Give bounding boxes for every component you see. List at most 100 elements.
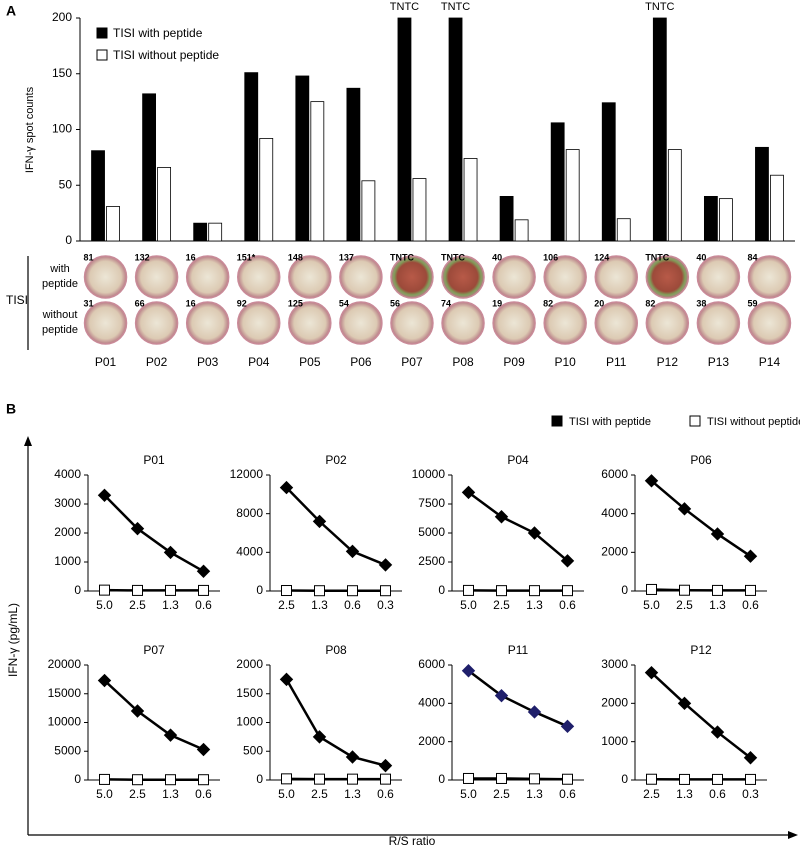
well-image [594, 255, 638, 299]
marker [347, 773, 358, 785]
y-tick-label: 1000 [236, 715, 263, 729]
x-tick-label: 1.3 [162, 598, 179, 612]
well-image [543, 301, 587, 345]
x-tick-label: 0.3 [377, 598, 394, 612]
marker [562, 585, 573, 597]
row-label: with [49, 263, 70, 275]
x-tick-label: P09 [503, 355, 525, 369]
marker [562, 773, 573, 785]
y-tick-label: 0 [74, 772, 81, 786]
bar [601, 102, 616, 242]
bar [397, 17, 412, 242]
well-count: 40 [492, 252, 502, 262]
legend-swatch [689, 415, 701, 427]
marker [710, 725, 725, 739]
marker [165, 584, 176, 596]
row-label: peptide [42, 278, 78, 290]
x-tick-label: P02 [146, 355, 168, 369]
well-image [288, 301, 332, 345]
x-tick-label: 2.5 [493, 598, 510, 612]
well-image [441, 301, 485, 345]
well-image [83, 255, 128, 299]
x-tick-label: 1.3 [344, 787, 361, 801]
y-tick-label: 20000 [48, 657, 82, 671]
marker [314, 773, 325, 785]
y-tick-label: 4000 [236, 545, 263, 559]
x-tick-label: 2.5 [129, 787, 146, 801]
x-tick-label: P14 [759, 355, 781, 369]
bar [91, 150, 105, 242]
x-tick-label: 0.6 [709, 787, 726, 801]
well-image [492, 255, 536, 299]
well-image [594, 301, 638, 345]
y-tick-label: 3000 [601, 657, 628, 671]
bar [412, 178, 427, 242]
bar [244, 72, 259, 242]
marker [132, 774, 143, 786]
well-image [696, 301, 741, 345]
well-image [441, 255, 485, 299]
marker [314, 585, 325, 597]
x-tick-label: 2.5 [129, 598, 146, 612]
y-tick-label: 15000 [48, 686, 82, 700]
y-tick-label: 200 [52, 10, 72, 24]
well-count: 38 [696, 298, 706, 308]
marker [529, 585, 540, 597]
chart-title: P06 [690, 453, 712, 467]
bar [770, 174, 784, 242]
well-image [390, 301, 434, 345]
well-image [645, 255, 690, 299]
marker [312, 730, 327, 744]
bar [755, 146, 769, 242]
x-tick-label: 5.0 [96, 787, 113, 801]
y-tick-label: 0 [438, 583, 445, 597]
arrow-head [788, 831, 798, 839]
well-image [237, 301, 281, 345]
marker [560, 719, 575, 734]
line [468, 777, 568, 781]
y-tick-label: 6000 [418, 657, 445, 671]
y-tick-label: 5000 [418, 525, 445, 539]
y-tick-label: 500 [243, 743, 263, 757]
bar [208, 222, 223, 242]
well-image [696, 255, 741, 299]
x-tick-label: 2.5 [278, 598, 295, 612]
marker [646, 773, 657, 785]
well-image [747, 301, 792, 345]
x-tick-label: 5.0 [460, 787, 477, 801]
x-axis-label: R/S ratio [389, 834, 436, 848]
well-count: 19 [492, 298, 502, 308]
marker [312, 514, 327, 529]
marker [130, 704, 145, 718]
value-label: TNTC [390, 1, 419, 13]
chart-title: P04 [507, 453, 529, 467]
chart-title: P07 [143, 643, 165, 657]
bar [193, 222, 208, 242]
panel-label: A [6, 3, 16, 19]
well-count: TNTC [390, 252, 414, 262]
legend-swatch [96, 49, 108, 61]
marker [198, 584, 209, 596]
chart-title: P01 [143, 453, 165, 467]
x-tick-label: P05 [299, 355, 321, 369]
bar [718, 198, 733, 242]
well-count: TNTC [645, 252, 669, 262]
marker [743, 751, 758, 765]
bar [499, 195, 514, 242]
marker [677, 696, 692, 711]
x-tick-label: P11 [606, 355, 627, 369]
x-tick-label: 5.0 [643, 598, 660, 612]
marker [130, 521, 145, 536]
well-count: 125 [288, 298, 303, 308]
bar [514, 219, 529, 242]
y-tick-label: 150 [52, 66, 72, 80]
row-label: without [42, 309, 78, 321]
line [467, 669, 568, 728]
line [650, 479, 752, 558]
line [651, 588, 751, 592]
legend-label: TISI without peptide [707, 416, 800, 428]
well-image [543, 255, 587, 299]
y-tick-label: 0 [256, 772, 263, 786]
marker [279, 672, 294, 687]
arrow-head [24, 436, 32, 446]
